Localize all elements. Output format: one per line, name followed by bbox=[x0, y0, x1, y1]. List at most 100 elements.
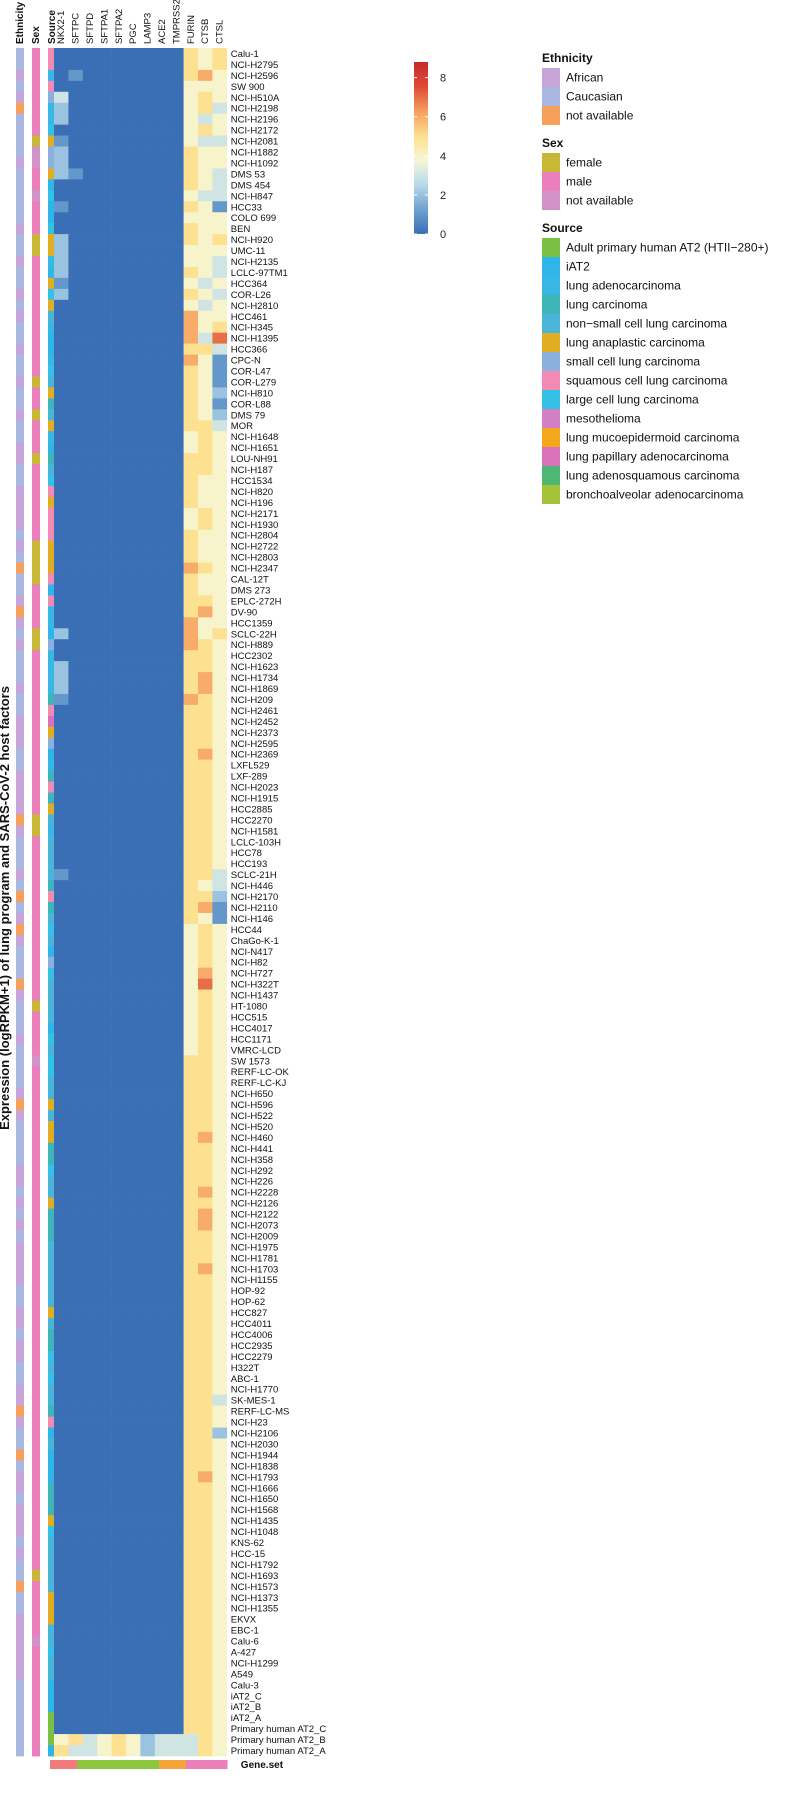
row-label: DMS 273 bbox=[231, 585, 271, 596]
heatmap-cell bbox=[198, 803, 213, 815]
heatmap-cell bbox=[198, 967, 213, 979]
heatmap-cell bbox=[111, 1230, 127, 1242]
heatmap-cell bbox=[140, 464, 156, 476]
heatmap-cell bbox=[97, 1066, 112, 1078]
heatmap-cell bbox=[140, 354, 156, 366]
annotation-cell bbox=[16, 1131, 24, 1144]
heatmap-cell bbox=[82, 847, 98, 859]
heatmap-cell bbox=[54, 1646, 69, 1658]
heatmap-cell bbox=[169, 299, 184, 312]
heatmap-cell bbox=[140, 1547, 156, 1560]
heatmap-cell bbox=[68, 1263, 84, 1275]
annotation-cell bbox=[32, 1153, 40, 1166]
heatmap-cell bbox=[97, 1318, 112, 1330]
heatmap-cell bbox=[154, 266, 170, 279]
annotation-cell bbox=[16, 102, 24, 115]
gene-header: SFTPD bbox=[85, 13, 96, 44]
annotation-cell bbox=[48, 48, 56, 60]
heatmap-cell bbox=[183, 1449, 199, 1461]
heatmap-cell bbox=[140, 266, 156, 279]
heatmap-cell bbox=[68, 1033, 84, 1045]
heatmap-cell bbox=[97, 967, 112, 979]
heatmap-cell bbox=[111, 1120, 127, 1133]
heatmap-cell bbox=[154, 1602, 170, 1614]
heatmap-cell bbox=[111, 737, 127, 750]
heatmap-cell bbox=[154, 704, 170, 717]
heatmap-cell bbox=[169, 1471, 184, 1483]
heatmap-cell bbox=[140, 277, 156, 290]
heatmap-cell bbox=[68, 726, 84, 739]
heatmap-cell bbox=[140, 1493, 156, 1505]
row-label: SW 900 bbox=[231, 82, 265, 93]
heatmap-cell bbox=[97, 1329, 112, 1341]
annotation-cell bbox=[32, 179, 40, 191]
gene-header: CTSL bbox=[215, 20, 226, 44]
heatmap-cell bbox=[126, 989, 141, 1001]
heatmap-cell bbox=[126, 1110, 141, 1122]
heatmap-cell bbox=[126, 234, 141, 246]
annotation-cell bbox=[16, 693, 24, 706]
heatmap-cell bbox=[82, 1679, 98, 1691]
heatmap-cell bbox=[68, 1591, 84, 1604]
legend-swatch bbox=[542, 428, 560, 447]
row-label: NCI-H889 bbox=[231, 640, 273, 651]
heatmap-cell bbox=[54, 715, 69, 728]
gene-set-segment bbox=[186, 1760, 201, 1769]
heatmap-cell bbox=[169, 58, 184, 71]
heatmap-cell bbox=[97, 529, 112, 541]
gene-header: SFTPC bbox=[71, 13, 82, 44]
heatmap-cell bbox=[97, 1427, 112, 1439]
heatmap-cell bbox=[97, 1219, 112, 1231]
heatmap-cell bbox=[169, 912, 184, 925]
heatmap-cell bbox=[169, 1022, 184, 1034]
heatmap-cell bbox=[198, 1624, 213, 1636]
row-label: NCI-H1299 bbox=[231, 1658, 279, 1669]
heatmap-cell bbox=[82, 179, 98, 191]
row-label: NCI-H2228 bbox=[231, 1188, 279, 1199]
heatmap-cell bbox=[140, 1011, 156, 1023]
heatmap-cell bbox=[68, 1350, 84, 1363]
heatmap-cell bbox=[169, 1066, 184, 1078]
heatmap-cell bbox=[154, 1088, 170, 1100]
heatmap-cell bbox=[212, 1110, 228, 1122]
heatmap-cell bbox=[154, 956, 170, 968]
heatmap-cell bbox=[97, 453, 112, 465]
row-label: NCI-H522 bbox=[231, 1111, 273, 1122]
heatmap-cell bbox=[198, 1383, 213, 1395]
heatmap-cell bbox=[126, 1723, 141, 1735]
row-label: NCI-H1793 bbox=[231, 1472, 279, 1483]
heatmap-cell bbox=[140, 299, 156, 312]
row-label: Primary human AT2_C bbox=[231, 1724, 327, 1735]
heatmap-cell bbox=[97, 1055, 112, 1067]
heatmap-cell bbox=[198, 1252, 213, 1264]
heatmap-cell bbox=[169, 1241, 184, 1253]
heatmap-cell bbox=[212, 1307, 228, 1319]
heatmap-cell bbox=[126, 1416, 141, 1428]
heatmap-cell bbox=[198, 146, 213, 158]
heatmap-cell bbox=[154, 1679, 170, 1691]
heatmap-cell bbox=[169, 1197, 184, 1209]
annotation-cell bbox=[16, 1066, 24, 1078]
heatmap-cell bbox=[68, 409, 84, 421]
annotation-cell bbox=[48, 124, 56, 136]
annotation-cell bbox=[32, 1723, 40, 1735]
heatmap-cell bbox=[212, 168, 228, 180]
annotation-cell bbox=[16, 1208, 24, 1220]
annotation-cell bbox=[48, 1734, 56, 1746]
heatmap-cell bbox=[198, 869, 213, 881]
annotation-cell bbox=[32, 1646, 40, 1658]
heatmap-cell bbox=[68, 1427, 84, 1439]
annotation-cell bbox=[16, 212, 24, 224]
heatmap-cell bbox=[82, 124, 98, 136]
heatmap-cell bbox=[140, 332, 156, 344]
heatmap-cell bbox=[154, 1701, 170, 1713]
heatmap-cell bbox=[68, 825, 84, 837]
heatmap-cell bbox=[97, 540, 112, 552]
heatmap-cell bbox=[169, 1580, 184, 1593]
heatmap-cell bbox=[169, 617, 184, 629]
heatmap-cell bbox=[212, 1142, 228, 1155]
heatmap-cell bbox=[97, 1361, 112, 1374]
heatmap-cell bbox=[198, 1274, 213, 1286]
row-label: NCI-H1648 bbox=[231, 432, 279, 443]
heatmap-cell bbox=[154, 1263, 170, 1275]
